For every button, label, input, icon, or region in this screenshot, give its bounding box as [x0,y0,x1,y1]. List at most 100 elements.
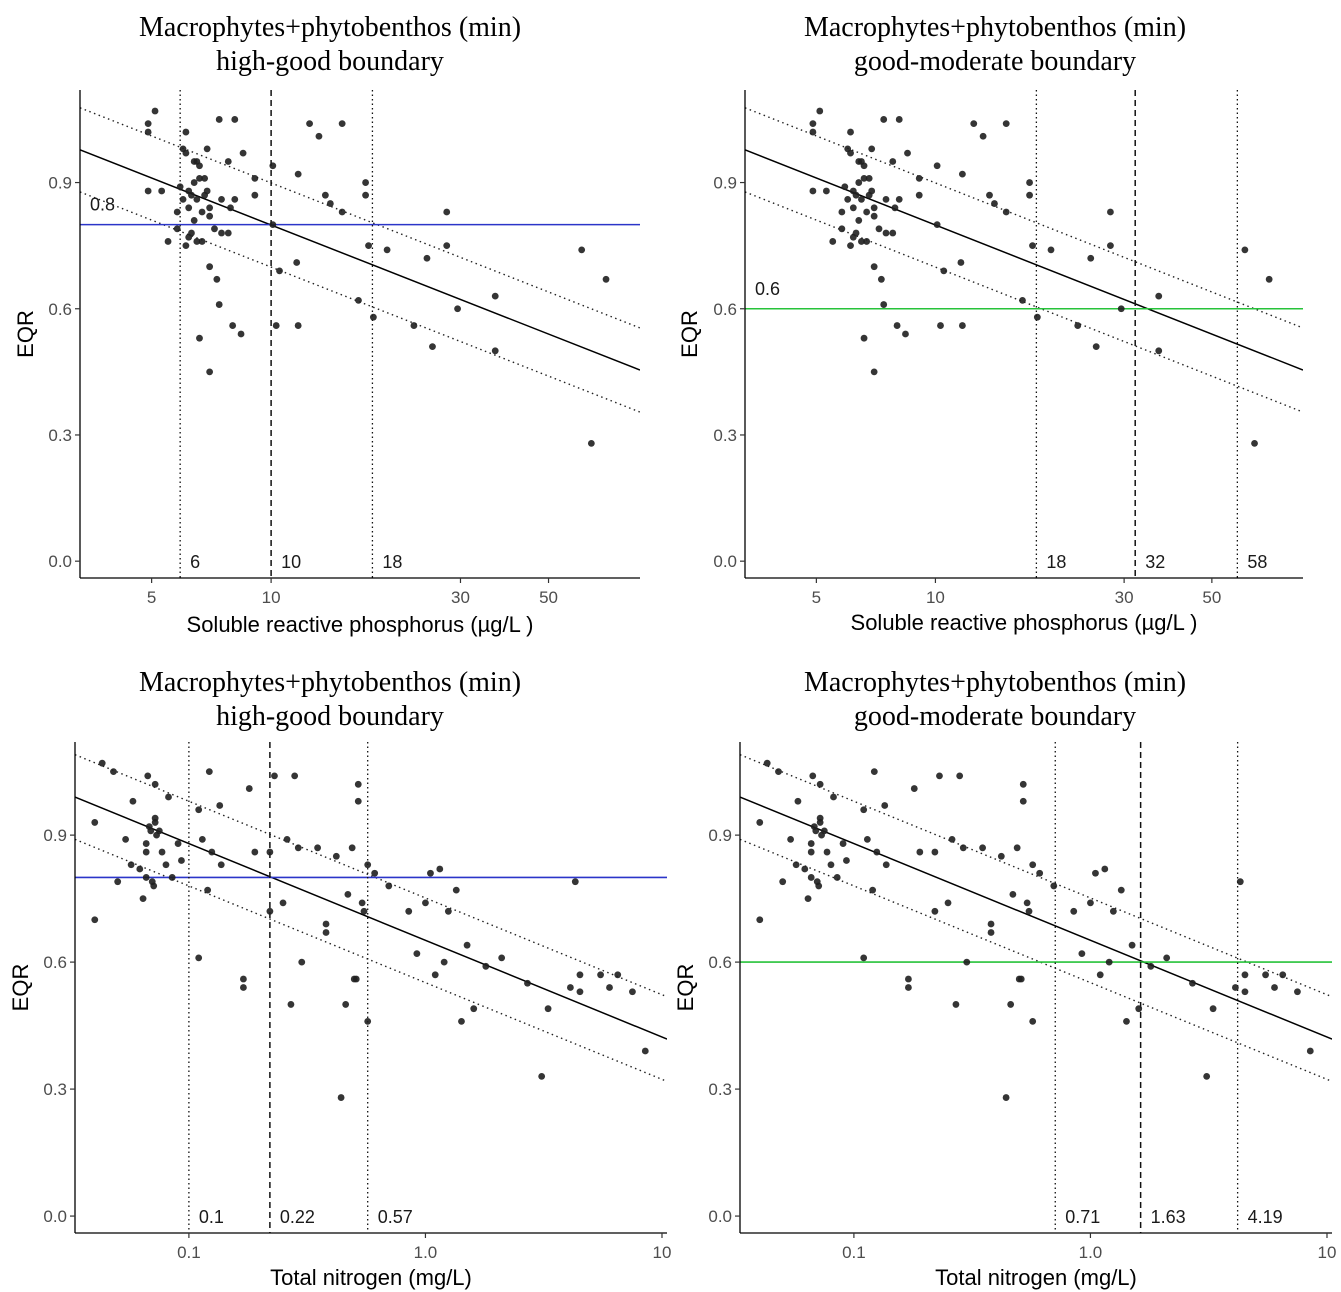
data-point [1029,861,1037,869]
data-point [193,238,201,245]
y-tick-label: 0.9 [43,826,67,845]
x-tick-label: 1.0 [1079,1243,1103,1262]
data-point [1155,292,1163,300]
data-point [1026,191,1033,199]
data-point [206,368,214,376]
data-point [779,878,787,886]
data-point [566,984,574,991]
threshold-label: 32 [1145,552,1165,572]
data-point [860,806,868,814]
data-point [1087,899,1094,907]
data-point [997,852,1005,860]
data-point [809,187,817,195]
x-axis-title: Total nitrogen (mg/L) [270,1265,472,1290]
data-point [1013,844,1021,852]
data-point [1279,971,1287,979]
data-point [195,806,203,814]
data-point [614,971,622,979]
data-point [870,204,878,212]
data-point [756,819,764,826]
y-tick-label: 0.3 [48,426,72,445]
data-point [216,802,224,809]
data-point [863,208,871,216]
data-point [298,958,306,966]
data-point [110,768,117,776]
data-point [775,768,782,776]
data-point [127,861,135,869]
data-point [787,835,794,843]
data-point [882,195,890,203]
data-point [830,793,837,801]
data-point [895,195,903,203]
data-point [958,322,966,329]
data-point [1271,984,1278,991]
threshold-label: 6 [190,552,200,572]
data-point [895,116,903,123]
y-axis-title: EQR [13,310,38,358]
x-tick-label: 10 [1318,1243,1337,1262]
data-point [142,848,150,856]
data-point [756,916,764,924]
data-point [801,865,809,873]
data-point [910,785,918,792]
data-point [931,907,939,915]
data-point [860,174,868,182]
data-point [440,958,448,966]
data-point [844,195,852,203]
data-point [870,263,878,271]
data-point [587,439,595,447]
data-point [188,191,195,199]
data-point [847,242,854,250]
lower-prediction-band [75,838,667,1083]
data-point [215,301,223,308]
data-point [139,895,147,903]
data-point [251,848,259,856]
plot-area [745,90,1303,578]
data-point [807,874,815,881]
x-tick-label: 0.1 [842,1243,866,1262]
data-point [809,120,817,128]
data-point [224,158,232,165]
x-axis-title: Soluble reactive phosphorus (µg/L ) [851,610,1198,635]
data-point [358,899,366,907]
data-point [1007,1001,1015,1008]
data-point [227,204,234,212]
data-point [915,174,923,182]
y-tick-label: 0.9 [713,174,737,193]
data-point [176,183,184,191]
x-tick-label: 50 [539,588,558,607]
data-point [963,958,971,966]
data-point [905,984,912,991]
data-point [944,899,952,907]
chart-panel-3: Macrophytes+phytobenthos (min)high-good … [8,667,671,1290]
data-point [629,988,636,996]
data-point [1306,1047,1314,1055]
threshold-label: 0.22 [280,1207,315,1227]
threshold-label: 18 [382,552,402,572]
data-point [916,848,924,856]
data-point [315,132,323,140]
data-point [198,208,206,216]
data-point [576,988,584,996]
data-point [809,772,817,780]
data-point [1026,179,1033,186]
data-point [162,861,170,869]
data-point [865,174,873,182]
data-point [940,267,948,275]
y-tick-label: 0.0 [708,1207,732,1226]
data-point [810,823,818,831]
data-point [987,929,995,936]
y-tick-label: 0.3 [713,426,737,445]
data-point [294,844,302,852]
data-point [491,347,499,355]
data-point [1019,797,1027,805]
chart-title-line: good-moderate boundary [854,46,1136,77]
data-point [986,191,993,199]
data-point [266,907,274,915]
threshold-label: 4.19 [1248,1207,1283,1227]
y-tick-label: 0.9 [48,174,72,193]
threshold-label: 0.71 [1065,1207,1100,1227]
data-point [98,759,106,767]
data-point [371,869,379,877]
data-point [641,1047,649,1055]
